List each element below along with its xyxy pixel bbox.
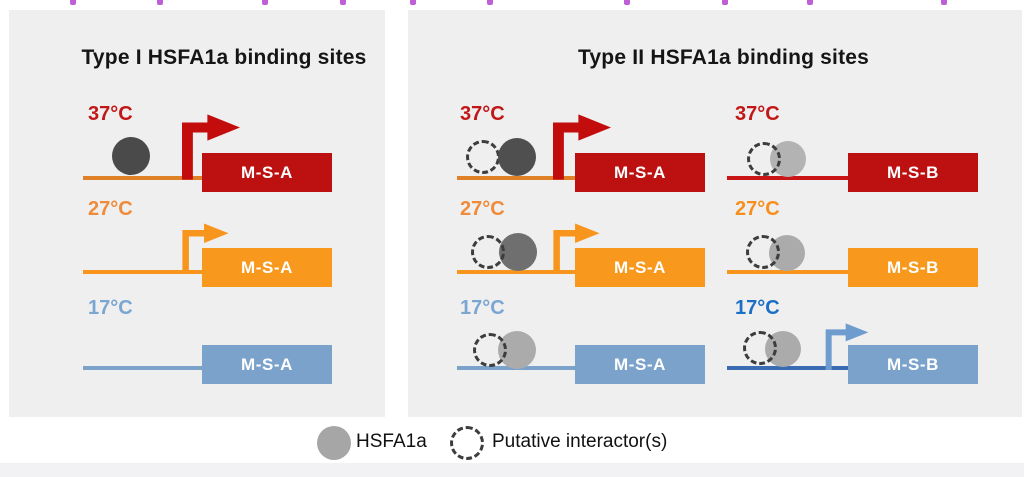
cropped-text-fragment [410, 0, 416, 5]
putative-interactor-circle [471, 235, 505, 269]
dna-line [727, 270, 848, 274]
gene-box-msb: M-S-B [848, 345, 978, 384]
gene-box-msa: M-S-A [202, 248, 332, 287]
gene-label: M-S-B [886, 354, 940, 374]
gene-label: M-S-A [240, 257, 294, 277]
legend-putative-label: Putative interactor(s) [492, 431, 668, 452]
gene-label: M-S-A [613, 257, 667, 277]
temp-label-37c: 37°C [88, 103, 133, 125]
hsfa1a-circle [112, 137, 150, 175]
promoter-arrow-icon [825, 323, 869, 370]
temp-label-27c: 27°C [735, 198, 780, 220]
dna-line [83, 270, 202, 274]
dna-line [83, 366, 202, 370]
dna-line [457, 176, 575, 180]
hsfa1a-circle [499, 233, 537, 271]
panel1-title: Type I HSFA1a binding sites [81, 46, 367, 69]
temp-label-37c: 37°C [735, 103, 780, 125]
cropped-text-fragment [624, 0, 630, 5]
temp-label-27c: 27°C [88, 198, 133, 220]
legend-putative-circle [450, 426, 484, 460]
gene-box-msa: M-S-A [202, 345, 332, 384]
dna-line [727, 366, 848, 370]
temp-label-37c: 37°C [460, 103, 505, 125]
promoter-arrow-icon [182, 114, 240, 180]
cropped-text-fragment [70, 0, 76, 5]
promoter-arrow-icon [553, 114, 611, 180]
cropped-text-fragment [262, 0, 268, 5]
temp-label-17c: 17°C [460, 297, 505, 319]
bottom-strip [0, 463, 1024, 477]
promoter-arrow-shape [182, 223, 229, 274]
promoter-arrow-icon [182, 223, 229, 274]
type2-panel: Type II HSFA1a binding sites 37°C M-S-A … [408, 10, 1022, 417]
gene-label: M-S-B [886, 257, 940, 277]
putative-interactor-circle [743, 331, 777, 365]
promoter-arrow-icon [553, 223, 600, 274]
gene-label: M-S-A [613, 162, 667, 182]
putative-interactor-circle [473, 333, 507, 367]
cropped-text-fragment [340, 0, 346, 5]
cropped-text-fragment [487, 0, 493, 5]
hsfa1a-circle [498, 138, 536, 176]
temp-label-17c: 17°C [735, 297, 780, 319]
type1-panel: Type I HSFA1a binding sites 37°C M-S-A 2… [9, 10, 385, 417]
gene-box-msb: M-S-B [848, 153, 978, 192]
legend-hsfa1a-circle [317, 426, 351, 460]
putative-interactor-circle [746, 235, 780, 269]
dna-line [83, 176, 202, 180]
gene-box-msa: M-S-A [575, 248, 705, 287]
panel2-title: Type II HSFA1a binding sites [577, 46, 870, 69]
promoter-arrow-shape [825, 323, 869, 370]
dna-line [457, 270, 575, 274]
promoter-arrow-shape [182, 114, 240, 180]
gene-box-msb: M-S-B [848, 248, 978, 287]
cropped-text-fragment [722, 0, 728, 5]
gene-box-msa: M-S-A [575, 153, 705, 192]
putative-interactor-circle [747, 142, 781, 176]
putative-interactor-circle [466, 140, 500, 174]
gene-label: M-S-B [886, 162, 940, 182]
cropped-text-fragment [941, 0, 947, 5]
temp-label-27c: 27°C [460, 198, 505, 220]
gene-label: M-S-A [240, 354, 294, 374]
legend-hsfa1a-label: HSFA1a [356, 431, 427, 452]
cropped-text-fragment [157, 0, 163, 5]
gene-label: M-S-A [613, 354, 667, 374]
gene-box-msa: M-S-A [575, 345, 705, 384]
promoter-arrow-shape [553, 114, 611, 180]
cropped-text-fragment [807, 0, 813, 5]
gene-box-msa: M-S-A [202, 153, 332, 192]
dna-line [727, 176, 848, 180]
temp-label-17c: 17°C [88, 297, 133, 319]
promoter-arrow-shape [553, 223, 600, 274]
gene-label: M-S-A [240, 162, 294, 182]
